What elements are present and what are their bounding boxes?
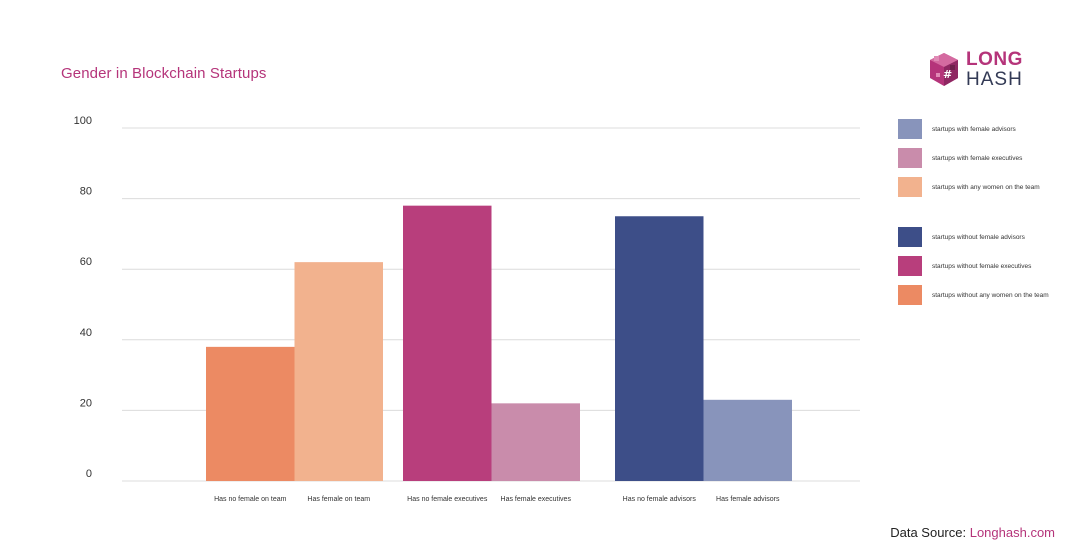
bar [206,346,295,481]
legend-item: startups without any women on the team [898,285,1049,305]
legend-label: startups with female advisors [932,125,1016,133]
data-source-label: Data Source: [890,525,967,540]
legend-item: startups with female executives [898,148,1022,168]
bar [294,262,383,481]
y-tick-label: 80 [80,186,92,198]
y-tick-label: 100 [74,115,92,127]
x-tick-label: Has female on team [307,496,370,503]
logo-word-long: LONG [966,49,1023,70]
x-axis-labels: Has no female on team Has female on team H… [214,496,780,503]
data-source: Data Source: Longhash.com [890,525,1055,540]
legend-swatch [898,119,922,139]
bar [403,205,492,481]
legend-label: startups without any women on the team [932,291,1049,299]
bar [703,399,792,481]
legend-swatch [898,227,922,247]
bar [615,216,704,481]
logo-word-hash: HASH [966,69,1023,90]
bars [206,205,792,481]
y-axis-ticks: 0 20 40 60 80 100 [74,115,92,480]
x-tick-label: Has no female on team [214,496,287,503]
longhash-logo: # LONG HASH [926,49,1036,95]
legend-item: startups without female advisors [898,227,1025,247]
legend-item: startups with any women on the team [898,177,1040,197]
x-tick-label: Has no female executives [407,496,488,503]
y-tick-label: 40 [80,327,92,339]
bar [491,403,580,481]
logo-cube-icon: # [930,53,958,86]
legend-label: startups without female executives [932,262,1032,270]
legend-swatch [898,148,922,168]
data-source-link[interactable]: Longhash.com [969,525,1055,540]
legend-label: startups without female advisors [932,233,1025,241]
legend-item: startups without female executives [898,256,1031,276]
x-tick-label: Has female executives [501,496,572,503]
legend-swatch [898,256,922,276]
legend-label: startups with any women on the team [932,183,1040,191]
chart-title: Gender in Blockchain Startups [61,65,267,82]
x-tick-label: Has no female advisors [623,496,697,503]
y-tick-label: 20 [80,397,92,409]
legend-swatch [898,177,922,197]
y-tick-label: 0 [86,468,92,480]
legend-item: startups with female advisors [898,119,1016,139]
legend-label: startups with female executives [932,154,1023,162]
y-tick-label: 60 [80,256,92,268]
x-tick-label: Has female advisors [716,496,780,503]
legend-swatch [898,285,922,305]
svg-text:#: # [943,68,952,81]
